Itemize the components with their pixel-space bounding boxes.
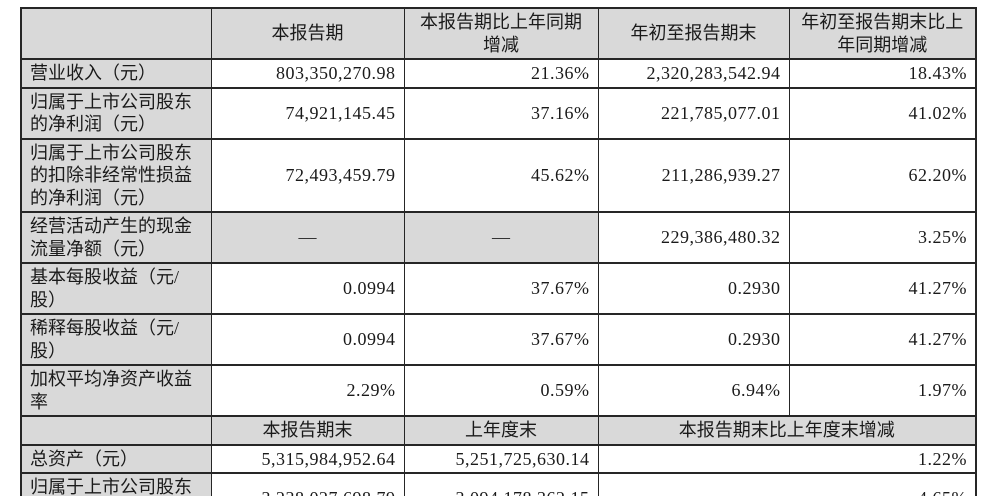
row-label: 总资产（元） (20, 443, 212, 474)
cell-period-end: 3,238,027,698.79 (210, 472, 405, 496)
cell-current: 2.29% (210, 364, 405, 417)
row-operating-revenue: 营业收入（元） 803,350,270.98 21.36% 2,320,283,… (20, 58, 977, 89)
cell-current: 0.0994 (210, 262, 405, 315)
cell-current-dash: — (210, 211, 405, 264)
cell-ytd-yoy: 18.43% (788, 58, 977, 89)
cell-ytd-yoy: 3.25% (788, 211, 977, 264)
header-corner-cell-2 (20, 415, 212, 446)
cell-ytd-yoy: 62.20% (788, 137, 977, 213)
header-ytd-yoy: 年初至报告期末比上年同期增减 (788, 7, 977, 60)
cell-ytd: 229,386,480.32 (597, 211, 790, 264)
cell-current-yoy-dash: — (403, 211, 599, 264)
cell-current: 803,350,270.98 (210, 58, 405, 89)
cell-ytd-yoy: 1.97% (788, 364, 977, 417)
row-operating-cash-flow: 经营活动产生的现金流量净额（元） — — 229,386,480.32 3.25… (20, 211, 977, 264)
row-label: 归属于上市公司股东的净利润（元） (20, 86, 212, 140)
header-prev-year-end: 上年度末 (403, 415, 599, 446)
row-label: 稀释每股收益（元/股） (20, 313, 212, 366)
cell-current-yoy: 45.62% (403, 137, 599, 213)
header-current-period-yoy: 本报告期比上年同期增减 (403, 7, 599, 60)
cell-change: 4.65% (597, 472, 977, 496)
balance-header-row: 本报告期末 上年度末 本报告期末比上年度末增减 (20, 415, 977, 446)
row-basic-eps: 基本每股收益（元/股） 0.0994 37.67% 0.2930 41.27% (20, 262, 977, 315)
row-label: 归属于上市公司股东的所有者权益（元） (20, 472, 212, 496)
header-ytd: 年初至报告期末 (597, 7, 790, 60)
cell-prev-year-end: 3,094,178,362.15 (403, 472, 599, 496)
header-corner-cell (20, 7, 212, 60)
financial-summary-table: 本报告期 本报告期比上年同期增减 年初至报告期末 年初至报告期末比上年同期增减 … (20, 7, 977, 496)
cell-ytd-yoy: 41.27% (788, 262, 977, 315)
row-label: 加权平均净资产收益率 (20, 364, 212, 417)
cell-current: 74,921,145.45 (210, 86, 405, 140)
cell-current-yoy: 37.16% (403, 86, 599, 140)
row-weighted-avg-roe: 加权平均净资产收益率 2.29% 0.59% 6.94% 1.97% (20, 364, 977, 417)
cell-current-yoy: 21.36% (403, 58, 599, 89)
cell-ytd: 0.2930 (597, 313, 790, 366)
row-label: 归属于上市公司股东的扣除非经常性损益的净利润（元） (20, 137, 212, 213)
header-period-end: 本报告期末 (210, 415, 405, 446)
cell-current-yoy: 37.67% (403, 262, 599, 315)
period-header-row: 本报告期 本报告期比上年同期增减 年初至报告期末 年初至报告期末比上年同期增减 (20, 7, 977, 60)
cell-current-yoy: 0.59% (403, 364, 599, 417)
row-diluted-eps: 稀释每股收益（元/股） 0.0994 37.67% 0.2930 41.27% (20, 313, 977, 366)
row-label: 基本每股收益（元/股） (20, 262, 212, 315)
cell-ytd-yoy: 41.27% (788, 313, 977, 366)
cell-ytd: 0.2930 (597, 262, 790, 315)
row-equity-attributable: 归属于上市公司股东的所有者权益（元） 3,238,027,698.79 3,09… (20, 472, 977, 496)
header-current-period: 本报告期 (210, 7, 405, 60)
cell-current: 72,493,459.79 (210, 137, 405, 213)
cell-change: 1.22% (597, 443, 977, 474)
cell-current-yoy: 37.67% (403, 313, 599, 366)
cell-current: 0.0994 (210, 313, 405, 366)
cell-ytd-yoy: 41.02% (788, 86, 977, 140)
row-label: 经营活动产生的现金流量净额（元） (20, 211, 212, 264)
cell-ytd: 6.94% (597, 364, 790, 417)
cell-ytd: 2,320,283,542.94 (597, 58, 790, 89)
row-label: 营业收入（元） (20, 58, 212, 89)
row-net-profit: 归属于上市公司股东的净利润（元） 74,921,145.45 37.16% 22… (20, 86, 977, 140)
cell-prev-year-end: 5,251,725,630.14 (403, 443, 599, 474)
row-total-assets: 总资产（元） 5,315,984,952.64 5,251,725,630.14… (20, 443, 977, 474)
cell-ytd: 211,286,939.27 (597, 137, 790, 213)
row-net-profit-excl-nonrecurring: 归属于上市公司股东的扣除非经常性损益的净利润（元） 72,493,459.79 … (20, 137, 977, 213)
cell-period-end: 5,315,984,952.64 (210, 443, 405, 474)
header-period-end-change: 本报告期末比上年度末增减 (597, 415, 977, 446)
cell-ytd: 221,785,077.01 (597, 86, 790, 140)
